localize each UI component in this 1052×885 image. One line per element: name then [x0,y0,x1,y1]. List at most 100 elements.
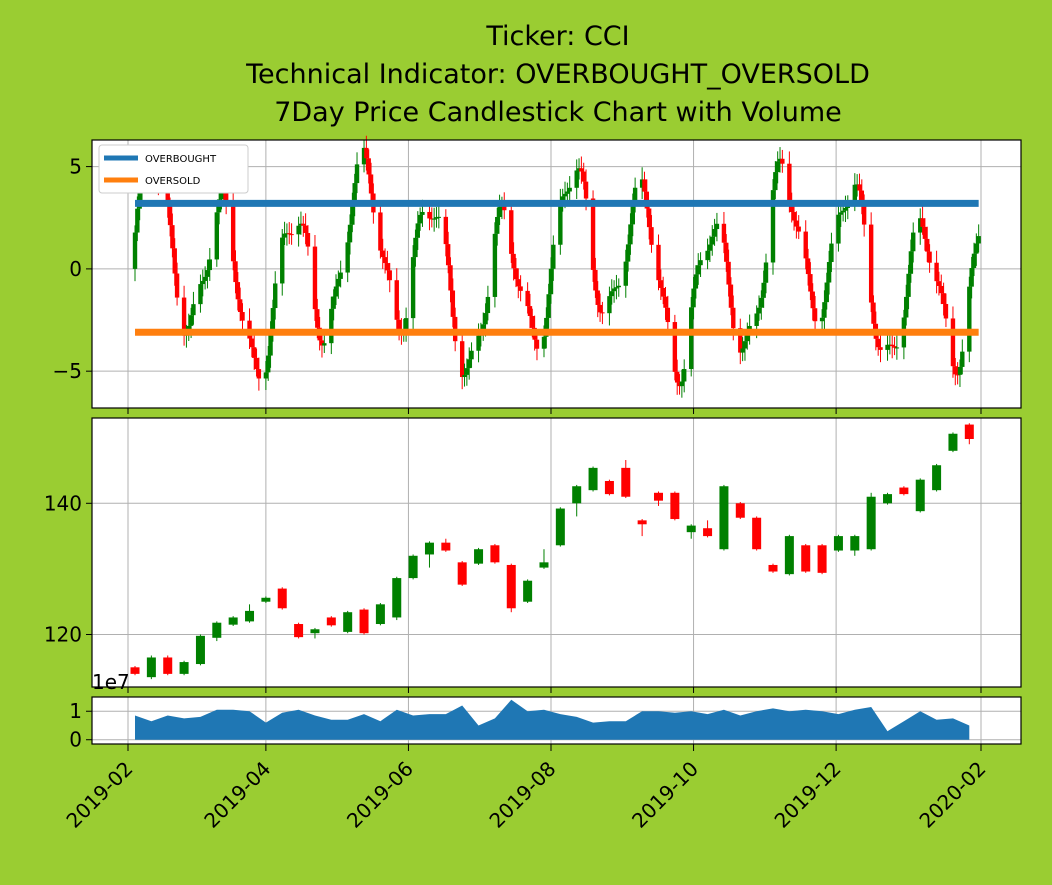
indicator-candle [165,183,170,207]
indicator-candle [462,374,467,378]
price-candle [752,517,762,550]
indicator-candle [775,161,780,173]
indicator-candle [593,269,598,291]
indicator-candle [826,262,832,283]
indicator-candle [254,357,259,370]
y-tick-label: −5 [53,359,82,383]
indicator-candle [682,369,687,382]
indicator-candle [509,210,514,254]
price-candle [130,667,140,674]
indicator-candle [280,237,285,284]
indicator-candle [562,193,568,197]
indicator-candle [707,244,713,251]
indicator-candle [597,304,603,313]
price-candle [359,609,369,634]
indicator-candle [303,225,308,234]
indicator-candle [623,261,628,286]
indicator-candle [974,243,979,254]
indicator-candle [770,190,776,263]
indicator-candle [202,276,208,281]
price-candle [801,545,811,572]
indicator-candle [233,261,238,283]
indicator-candle [649,227,654,245]
indicator-candle [296,225,301,235]
price-candle [343,612,353,632]
indicator-candle [724,242,729,262]
indicator-candle [410,257,416,319]
indicator-candle [976,236,981,244]
legend-label-oversold: OVERSOLD [145,176,201,187]
indicator-candle [230,202,236,262]
indicator-candle [567,187,572,192]
indicator-candle [289,234,294,236]
price-candle [424,542,434,555]
indicator-candle [674,371,680,383]
price-candle [850,536,860,551]
indicator-candle [840,210,846,213]
indicator-candle [854,184,860,186]
price-candle [817,545,827,573]
indicator-candle [319,340,325,346]
indicator-candle [312,246,318,310]
indicator-candle [382,257,388,264]
indicator-candle [761,282,766,298]
indicator-candle [469,350,474,360]
indicator-candle [745,333,750,342]
indicator-candle [679,381,685,387]
indicator-candle [868,224,874,303]
indicator-candle [305,233,311,247]
indicator-candle [632,187,638,205]
volume-panel: 0 1 1e7 [69,670,1022,752]
x-tick-label: 2020-02 [914,757,990,833]
price-candle [228,617,238,625]
indicator-candles [132,135,981,398]
indicator-candle [894,347,900,349]
indicator-candle [878,347,883,350]
indicator-candle [710,236,715,245]
price-panel: 120 140 [44,417,1022,688]
indicator-candle [534,339,540,349]
price-candle [768,564,778,572]
price-candle [457,562,467,585]
indicator-candle [223,193,229,203]
indicator-candle [889,344,895,347]
price-candle [179,662,189,674]
indicator-candle [871,302,876,324]
price-candle [572,486,582,504]
price-candle [670,492,680,520]
indicator-candle [691,288,696,308]
indicator-candle [922,226,928,239]
indicator-candle [263,372,269,379]
indicator-candle [579,168,584,172]
indicator-candle [911,232,916,252]
indicator-candle [843,207,848,211]
price-candle [866,496,876,550]
indicator-candle [385,263,390,271]
price-candle [310,629,320,634]
price-candle [653,492,663,501]
indicator-candle [476,335,481,351]
indicator-candle [282,233,287,238]
indicator-candle [658,280,664,288]
indicator-candle [822,302,827,318]
indicator-candle [205,270,210,277]
indicator-candle [450,290,456,317]
indicator-candle [950,318,956,367]
indicator-candle [481,324,486,332]
indicator-candle [656,244,661,281]
indicator-candle [625,244,631,262]
indicator-candle [808,274,813,292]
price-candle [604,480,614,495]
indicator-candle [773,172,778,191]
price-candle [195,635,205,665]
indicator-candle [726,261,731,285]
indicator-candle [728,284,734,308]
indicator-candle [838,212,843,215]
indicator-candle [819,317,825,322]
indicator-candle [548,268,554,295]
indicator-candle [836,214,841,244]
price-candle [735,503,745,518]
indicator-candle [181,297,187,336]
indicator-candle [740,348,745,353]
